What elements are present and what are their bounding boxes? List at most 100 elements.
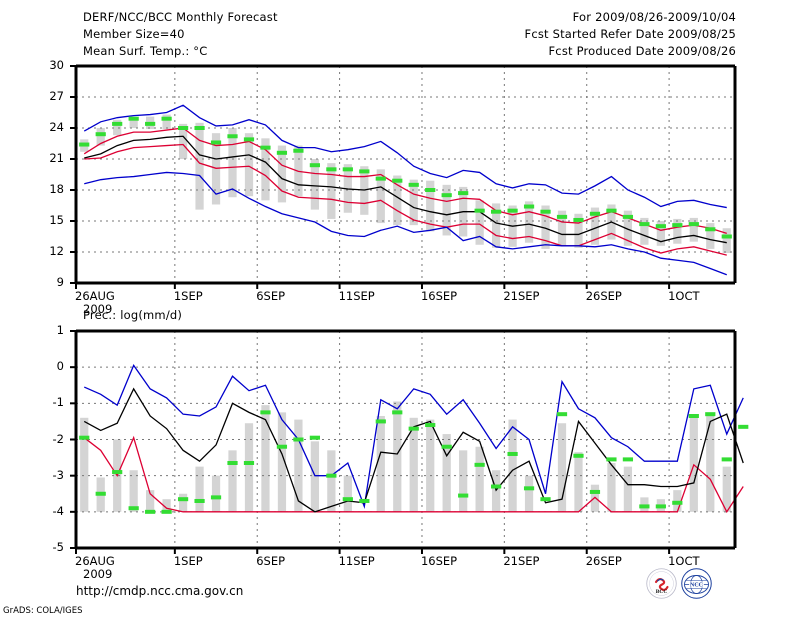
ensemble-bar	[623, 210, 633, 246]
y-axis-label: 30	[49, 58, 64, 72]
x-axis-label: 1SEP	[173, 289, 203, 303]
y-axis-label: -2	[52, 431, 64, 446]
ensemble-bar	[310, 159, 320, 210]
precip-bar	[178, 493, 188, 512]
x-axis-label: 6SEP	[256, 289, 286, 303]
ensemble-bar	[113, 119, 122, 136]
precip-bar	[689, 414, 698, 512]
bcc-logo-text: BCC	[656, 589, 668, 595]
ensemble-bar	[689, 217, 698, 242]
precip-bar	[623, 466, 633, 512]
ensemble-bar	[228, 128, 237, 198]
y-axis-label: -4	[52, 503, 64, 518]
y-axis-label: 21	[49, 151, 64, 165]
y-axis-label: -5	[52, 540, 64, 554]
precip-bar	[409, 417, 418, 512]
series-line-mean	[84, 135, 727, 244]
x-axis-label: 21SEP	[503, 554, 540, 568]
precip-bar	[524, 475, 534, 512]
website-url[interactable]: http://cmdp.ncc.cma.gov.cn	[76, 584, 244, 598]
ensemble-bar	[393, 175, 402, 226]
precip-bar	[80, 417, 89, 512]
y-axis-label: -3	[52, 467, 64, 482]
series-line-max	[83, 104, 727, 209]
series-line-max	[83, 364, 744, 509]
temp-axis-title: Mean Surf. Temp.: °C	[83, 44, 208, 58]
page-title: DERF/NCC/BCC Monthly Forecast	[83, 10, 278, 24]
precip-bar	[162, 499, 171, 512]
x-axis-label: 26AUG	[75, 289, 115, 303]
ensemble-bar	[376, 169, 385, 224]
refer-date-label: Fcst Started Refer Date 2009/08/25	[524, 27, 736, 41]
ensemble-bar	[524, 201, 534, 243]
precip-bar	[574, 452, 583, 512]
ensemble-bar	[706, 223, 715, 249]
x-axis-label: 16SEP	[420, 554, 458, 568]
precip-bar	[129, 470, 138, 512]
ensemble-bar	[261, 138, 270, 201]
precip-bar	[508, 419, 517, 512]
temperature-chart	[70, 64, 737, 289]
series-line-min	[84, 171, 727, 276]
x-axis-label: 11SEP	[338, 289, 375, 303]
ensemble-bar	[574, 213, 583, 248]
series-line-q25	[84, 143, 727, 256]
precip-bar	[722, 466, 731, 512]
y-axis-label: 27	[49, 89, 64, 103]
ensemble-bar	[722, 228, 731, 254]
produced-date-label: Fcst Produced Date 2009/08/26	[548, 44, 736, 58]
y-axis-label: 1	[56, 323, 64, 337]
ensemble-bar	[96, 128, 105, 146]
precip-bar	[343, 475, 352, 512]
precip-bar	[393, 401, 402, 512]
precip-bar	[475, 446, 484, 512]
ensemble-bar	[327, 163, 336, 219]
series-line-q75	[83, 127, 727, 235]
ensemble-bar	[541, 205, 550, 249]
y-axis-label: -1	[52, 395, 64, 410]
x-axis-label: 1OCT	[668, 554, 700, 568]
member-size-label: Member Size=40	[83, 27, 185, 41]
x-axis-year-label: 2009	[83, 567, 113, 581]
x-axis-year-label: 2009	[83, 302, 113, 316]
y-axis-label: 0	[56, 359, 64, 374]
ensemble-bar	[590, 207, 600, 245]
ensemble-bar	[277, 145, 287, 203]
precip-bar	[706, 412, 715, 512]
x-axis-label: 11SEP	[338, 554, 375, 568]
x-axis-label: 26AUG	[75, 554, 115, 568]
ncc-logo: NCC	[681, 568, 712, 599]
ensemble-bar	[426, 180, 435, 232]
ensemble-bar	[442, 184, 451, 236]
precip-bar	[590, 484, 600, 512]
x-axis-label: 1SEP	[173, 554, 203, 568]
ensemble-bar	[557, 210, 567, 246]
x-axis-label: 6SEP	[256, 554, 286, 568]
precip-bar	[442, 434, 451, 512]
ensemble-bar	[178, 123, 188, 159]
precip-bar	[146, 490, 155, 512]
grads-credit: GrADS: COLA/IGES	[3, 606, 83, 616]
precip-bar	[261, 405, 270, 512]
precip-bar	[211, 475, 221, 512]
y-axis-label: 15	[49, 213, 64, 227]
ensemble-bar	[129, 117, 138, 128]
precip-bar	[277, 412, 287, 512]
x-axis-label: 26SEP	[585, 289, 622, 303]
ensemble-bar	[656, 221, 665, 246]
ensemble-bar	[244, 133, 254, 197]
ensemble-bar	[491, 203, 501, 248]
precip-bar	[327, 450, 336, 512]
ensemble-bar	[409, 179, 418, 226]
precip-bar	[426, 419, 435, 512]
y-axis-label: 18	[49, 182, 64, 196]
series-line-min	[83, 435, 744, 514]
precip-bar	[294, 419, 303, 512]
y-axis-label: 9	[56, 275, 64, 289]
precip-bar	[244, 423, 254, 512]
x-axis-label: 16SEP	[420, 289, 458, 303]
x-axis-label: 1OCT	[668, 289, 700, 303]
ensemble-bar	[475, 200, 484, 245]
